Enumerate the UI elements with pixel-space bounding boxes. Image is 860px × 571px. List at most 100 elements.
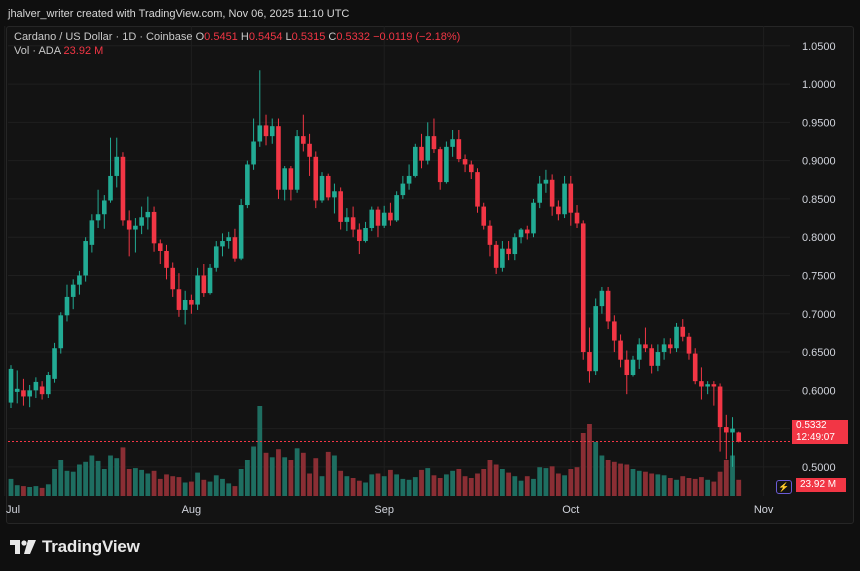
candle xyxy=(276,118,281,199)
candle xyxy=(475,168,480,213)
candle-body xyxy=(176,289,182,310)
candle xyxy=(730,417,735,467)
candle-body xyxy=(562,183,567,215)
candle-body xyxy=(549,179,555,207)
candle xyxy=(220,233,225,257)
volume-bar xyxy=(195,472,200,496)
volume-bar xyxy=(487,460,493,496)
candle-body xyxy=(325,175,331,198)
volume-legend[interactable]: Vol · ADA 23.92 M xyxy=(14,45,103,57)
candle xyxy=(21,378,26,406)
volume-value: 23.92 M xyxy=(63,45,104,57)
lightning-icon[interactable]: ⚡ xyxy=(776,480,792,494)
candle-body xyxy=(77,275,82,285)
candle xyxy=(375,206,381,238)
volume-bar xyxy=(363,482,368,496)
volume-bar xyxy=(450,470,456,496)
candle xyxy=(618,334,623,368)
candle xyxy=(661,338,667,360)
price-tick-label: 0.7000 xyxy=(802,309,836,321)
candle xyxy=(263,114,269,146)
volume-bar xyxy=(288,460,294,496)
candle xyxy=(493,241,499,274)
candle xyxy=(344,208,350,232)
close-value: 0.5332 xyxy=(336,31,370,43)
high-label: H xyxy=(240,31,249,43)
candle xyxy=(543,169,549,193)
candle-body xyxy=(95,214,101,221)
candle-body xyxy=(605,290,611,322)
candle xyxy=(133,218,138,253)
time-tick-label: Jul xyxy=(6,504,20,516)
volume-bar xyxy=(344,476,350,496)
symbol-legend[interactable]: Cardano / US Dollar · 1D · Coinbase O 0.5… xyxy=(14,31,460,43)
candle xyxy=(151,206,157,252)
candle-body xyxy=(618,340,623,360)
volume-bar xyxy=(562,475,567,496)
candle xyxy=(711,381,717,406)
low-label: L xyxy=(285,31,292,43)
price-tick-label: 0.9500 xyxy=(802,117,836,129)
last-price-value: 0.5332 xyxy=(796,420,827,431)
volume-bar xyxy=(643,471,648,496)
candle xyxy=(89,214,95,253)
candle-body xyxy=(14,388,20,392)
price-tick-label: 0.6000 xyxy=(802,385,836,397)
candle xyxy=(649,344,654,374)
candle-body xyxy=(21,390,26,397)
candle-body xyxy=(481,206,487,226)
volume-bar xyxy=(431,475,437,496)
candle xyxy=(593,298,598,376)
candle xyxy=(431,118,437,153)
candle xyxy=(692,348,698,385)
candle xyxy=(8,365,14,408)
candle xyxy=(102,195,107,229)
high-value: 0.5454 xyxy=(248,31,283,43)
candle xyxy=(630,355,636,377)
open-label: O xyxy=(195,31,205,43)
candle xyxy=(257,70,263,147)
candle-body xyxy=(493,244,499,268)
volume-bar xyxy=(201,479,207,496)
volume-bar xyxy=(276,449,281,496)
candle xyxy=(599,286,605,314)
candle xyxy=(400,175,406,199)
candle-body xyxy=(543,179,549,184)
volume-bar xyxy=(114,458,120,496)
candle-body xyxy=(83,241,88,276)
candle-body xyxy=(587,352,592,372)
volume-bar xyxy=(313,458,319,496)
candle xyxy=(450,130,455,157)
volume-bar xyxy=(213,475,219,496)
candle-body xyxy=(301,136,306,144)
price-tick-label: 0.8000 xyxy=(802,232,836,244)
candle-body xyxy=(711,384,717,387)
volume-bar xyxy=(307,473,312,496)
volume-bar xyxy=(170,476,176,496)
volume-bar xyxy=(493,464,499,496)
candle-body xyxy=(413,146,418,176)
candle-body xyxy=(531,202,536,234)
price-axis: 0.50000.55000.60000.65000.70000.75000.80… xyxy=(802,41,836,474)
candle-body xyxy=(238,205,244,259)
volume-bar xyxy=(518,480,524,496)
attribution-text: jhalver_writer created with TradingView.… xyxy=(8,8,350,20)
candle-body xyxy=(518,229,524,238)
candle xyxy=(64,284,70,322)
symbol-title: Cardano / US Dollar · 1D · Coinbase xyxy=(14,31,193,43)
volume-bar xyxy=(282,457,288,496)
candle xyxy=(444,141,449,184)
candle-body xyxy=(288,168,294,190)
volume-bar xyxy=(157,478,163,496)
candle xyxy=(157,239,163,264)
volume-bar xyxy=(736,479,742,496)
candle xyxy=(518,228,524,244)
candle-body xyxy=(282,168,287,190)
candle xyxy=(500,241,505,272)
volume-bar xyxy=(39,487,45,496)
candle xyxy=(70,279,76,310)
candle xyxy=(145,196,151,230)
time-tick-label: Nov xyxy=(754,504,774,516)
candle-body xyxy=(649,348,654,366)
